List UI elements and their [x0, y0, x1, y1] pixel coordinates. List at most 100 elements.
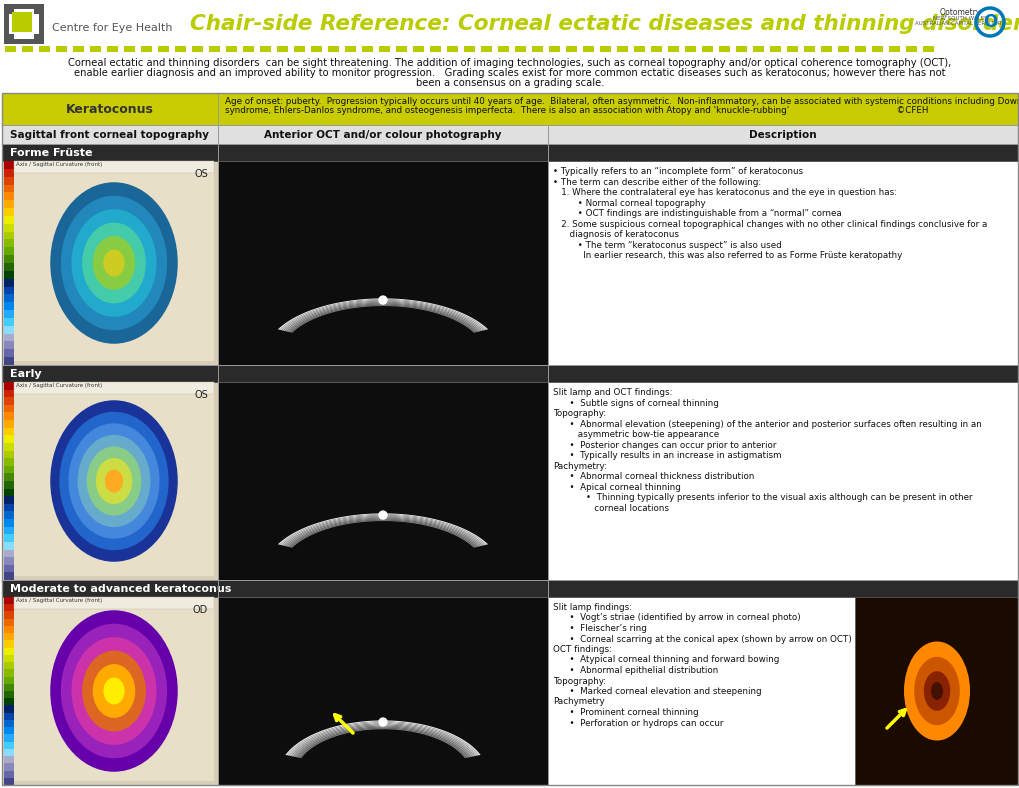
Text: 1. Where the contralateral eye has keratoconus and the eye in question has:: 1. Where the contralateral eye has kerat…	[552, 188, 897, 197]
Bar	[583, 46, 593, 52]
Bar	[4, 655, 14, 663]
Polygon shape	[286, 303, 479, 332]
Polygon shape	[279, 515, 486, 545]
Bar	[293, 46, 305, 52]
Bar	[22, 46, 33, 52]
Text: Description: Description	[748, 129, 816, 139]
Bar	[158, 46, 169, 52]
Text: Axis / Sagittal Curvature (front): Axis / Sagittal Curvature (front)	[16, 598, 102, 603]
Text: asymmetric bow-tie appearance: asymmetric bow-tie appearance	[552, 430, 718, 439]
Text: Topography:: Topography:	[552, 677, 605, 686]
Text: •  Abnormal epithelial distribution: • Abnormal epithelial distribution	[552, 666, 717, 675]
Bar	[218, 597, 547, 785]
Ellipse shape	[105, 470, 123, 492]
Text: Topography:: Topography:	[552, 409, 605, 418]
Bar	[4, 382, 14, 390]
Bar	[14, 161, 214, 173]
Bar	[4, 734, 14, 742]
Text: • The term “keratoconus suspect” is also used: • The term “keratoconus suspect” is also…	[552, 240, 781, 250]
Polygon shape	[279, 299, 486, 330]
Bar	[4, 712, 14, 720]
Text: •  Fleischer’s ring: • Fleischer’s ring	[552, 624, 646, 633]
Text: OS: OS	[194, 169, 208, 179]
Bar	[4, 534, 14, 542]
Bar	[14, 382, 214, 394]
Bar	[4, 405, 14, 413]
Bar	[4, 669, 14, 677]
Bar	[4, 677, 14, 684]
Text: •  Abnormal corneal thickness distribution: • Abnormal corneal thickness distributio…	[552, 472, 754, 481]
Bar	[4, 34, 14, 44]
Bar	[4, 208, 14, 217]
Bar	[34, 4, 44, 14]
Bar	[14, 165, 214, 361]
Polygon shape	[277, 513, 488, 545]
Bar	[446, 46, 458, 52]
Text: • OCT findings are indistinguishable from a “normal” cornea: • OCT findings are indistinguishable fro…	[552, 209, 841, 218]
Bar	[34, 34, 44, 44]
Bar	[4, 357, 14, 366]
Bar	[4, 240, 14, 247]
Polygon shape	[290, 305, 475, 333]
Polygon shape	[291, 723, 474, 756]
Bar	[547, 382, 1017, 580]
Text: •  Posterior changes can occur prior to anterior: • Posterior changes can occur prior to a…	[552, 440, 775, 449]
Polygon shape	[287, 722, 478, 756]
Bar	[4, 443, 14, 451]
Text: AUSTRALIAN CAPITAL TERRITORY: AUSTRALIAN CAPITAL TERRITORY	[914, 21, 1004, 26]
Polygon shape	[281, 300, 484, 331]
Polygon shape	[283, 301, 482, 331]
Text: •  Corneal scarring at the conical apex (shown by arrow on OCT): • Corneal scarring at the conical apex (…	[552, 634, 851, 644]
Polygon shape	[284, 303, 481, 332]
Bar	[838, 46, 848, 52]
Bar	[2, 382, 218, 580]
Text: Corneal ectatic and thinning disorders  can be sight threatening. The addition o: Corneal ectatic and thinning disorders c…	[68, 58, 951, 68]
Bar	[497, 46, 508, 52]
Ellipse shape	[61, 624, 167, 758]
Bar	[4, 727, 14, 735]
Ellipse shape	[83, 223, 146, 303]
Ellipse shape	[103, 678, 124, 704]
Bar	[4, 295, 14, 303]
Polygon shape	[288, 519, 477, 548]
Bar	[4, 224, 14, 232]
Text: • Normal corneal topography: • Normal corneal topography	[552, 199, 705, 207]
Bar	[2, 365, 1017, 580]
Text: •  Atypical corneal thinning and forward bowing: • Atypical corneal thinning and forward …	[552, 656, 779, 664]
Bar	[4, 565, 14, 573]
Text: Pachymetry:: Pachymetry:	[552, 462, 606, 470]
Text: 2. Some suspicious corneal topographical changes with no other clinical findings: 2. Some suspicious corneal topographical…	[552, 220, 986, 229]
Bar	[4, 778, 14, 786]
Bar	[481, 46, 491, 52]
Bar	[4, 192, 14, 201]
Text: •  Apical corneal thinning: • Apical corneal thinning	[552, 482, 681, 492]
Bar	[4, 232, 14, 240]
Text: Chair-side Reference: Corneal ectatic diseases and thinning disorders: Chair-side Reference: Corneal ectatic di…	[190, 14, 1019, 34]
Polygon shape	[285, 720, 480, 756]
Ellipse shape	[50, 182, 177, 344]
Bar	[4, 263, 14, 271]
Ellipse shape	[103, 250, 124, 277]
Text: •  Thinning typically presents inferior to the visual axis although can be prese: • Thinning typically presents inferior t…	[552, 493, 972, 502]
Bar	[0, 0, 1019, 48]
Bar	[889, 46, 899, 52]
Text: Slit lamp findings:: Slit lamp findings:	[552, 603, 632, 612]
Bar	[599, 46, 610, 52]
Circle shape	[379, 511, 386, 519]
Bar	[12, 12, 32, 32]
Bar	[4, 489, 14, 496]
Bar	[685, 46, 695, 52]
Polygon shape	[290, 520, 475, 548]
Text: Centre for Eye Health: Centre for Eye Health	[52, 23, 172, 33]
Bar	[4, 435, 14, 444]
Bar	[4, 698, 14, 706]
Bar	[718, 46, 730, 52]
Bar	[4, 161, 14, 169]
Bar	[4, 626, 14, 634]
Bar	[4, 526, 14, 535]
Bar	[752, 46, 763, 52]
Text: OS: OS	[194, 390, 208, 400]
Bar	[4, 318, 14, 326]
Bar	[547, 161, 1017, 365]
Bar	[260, 46, 271, 52]
